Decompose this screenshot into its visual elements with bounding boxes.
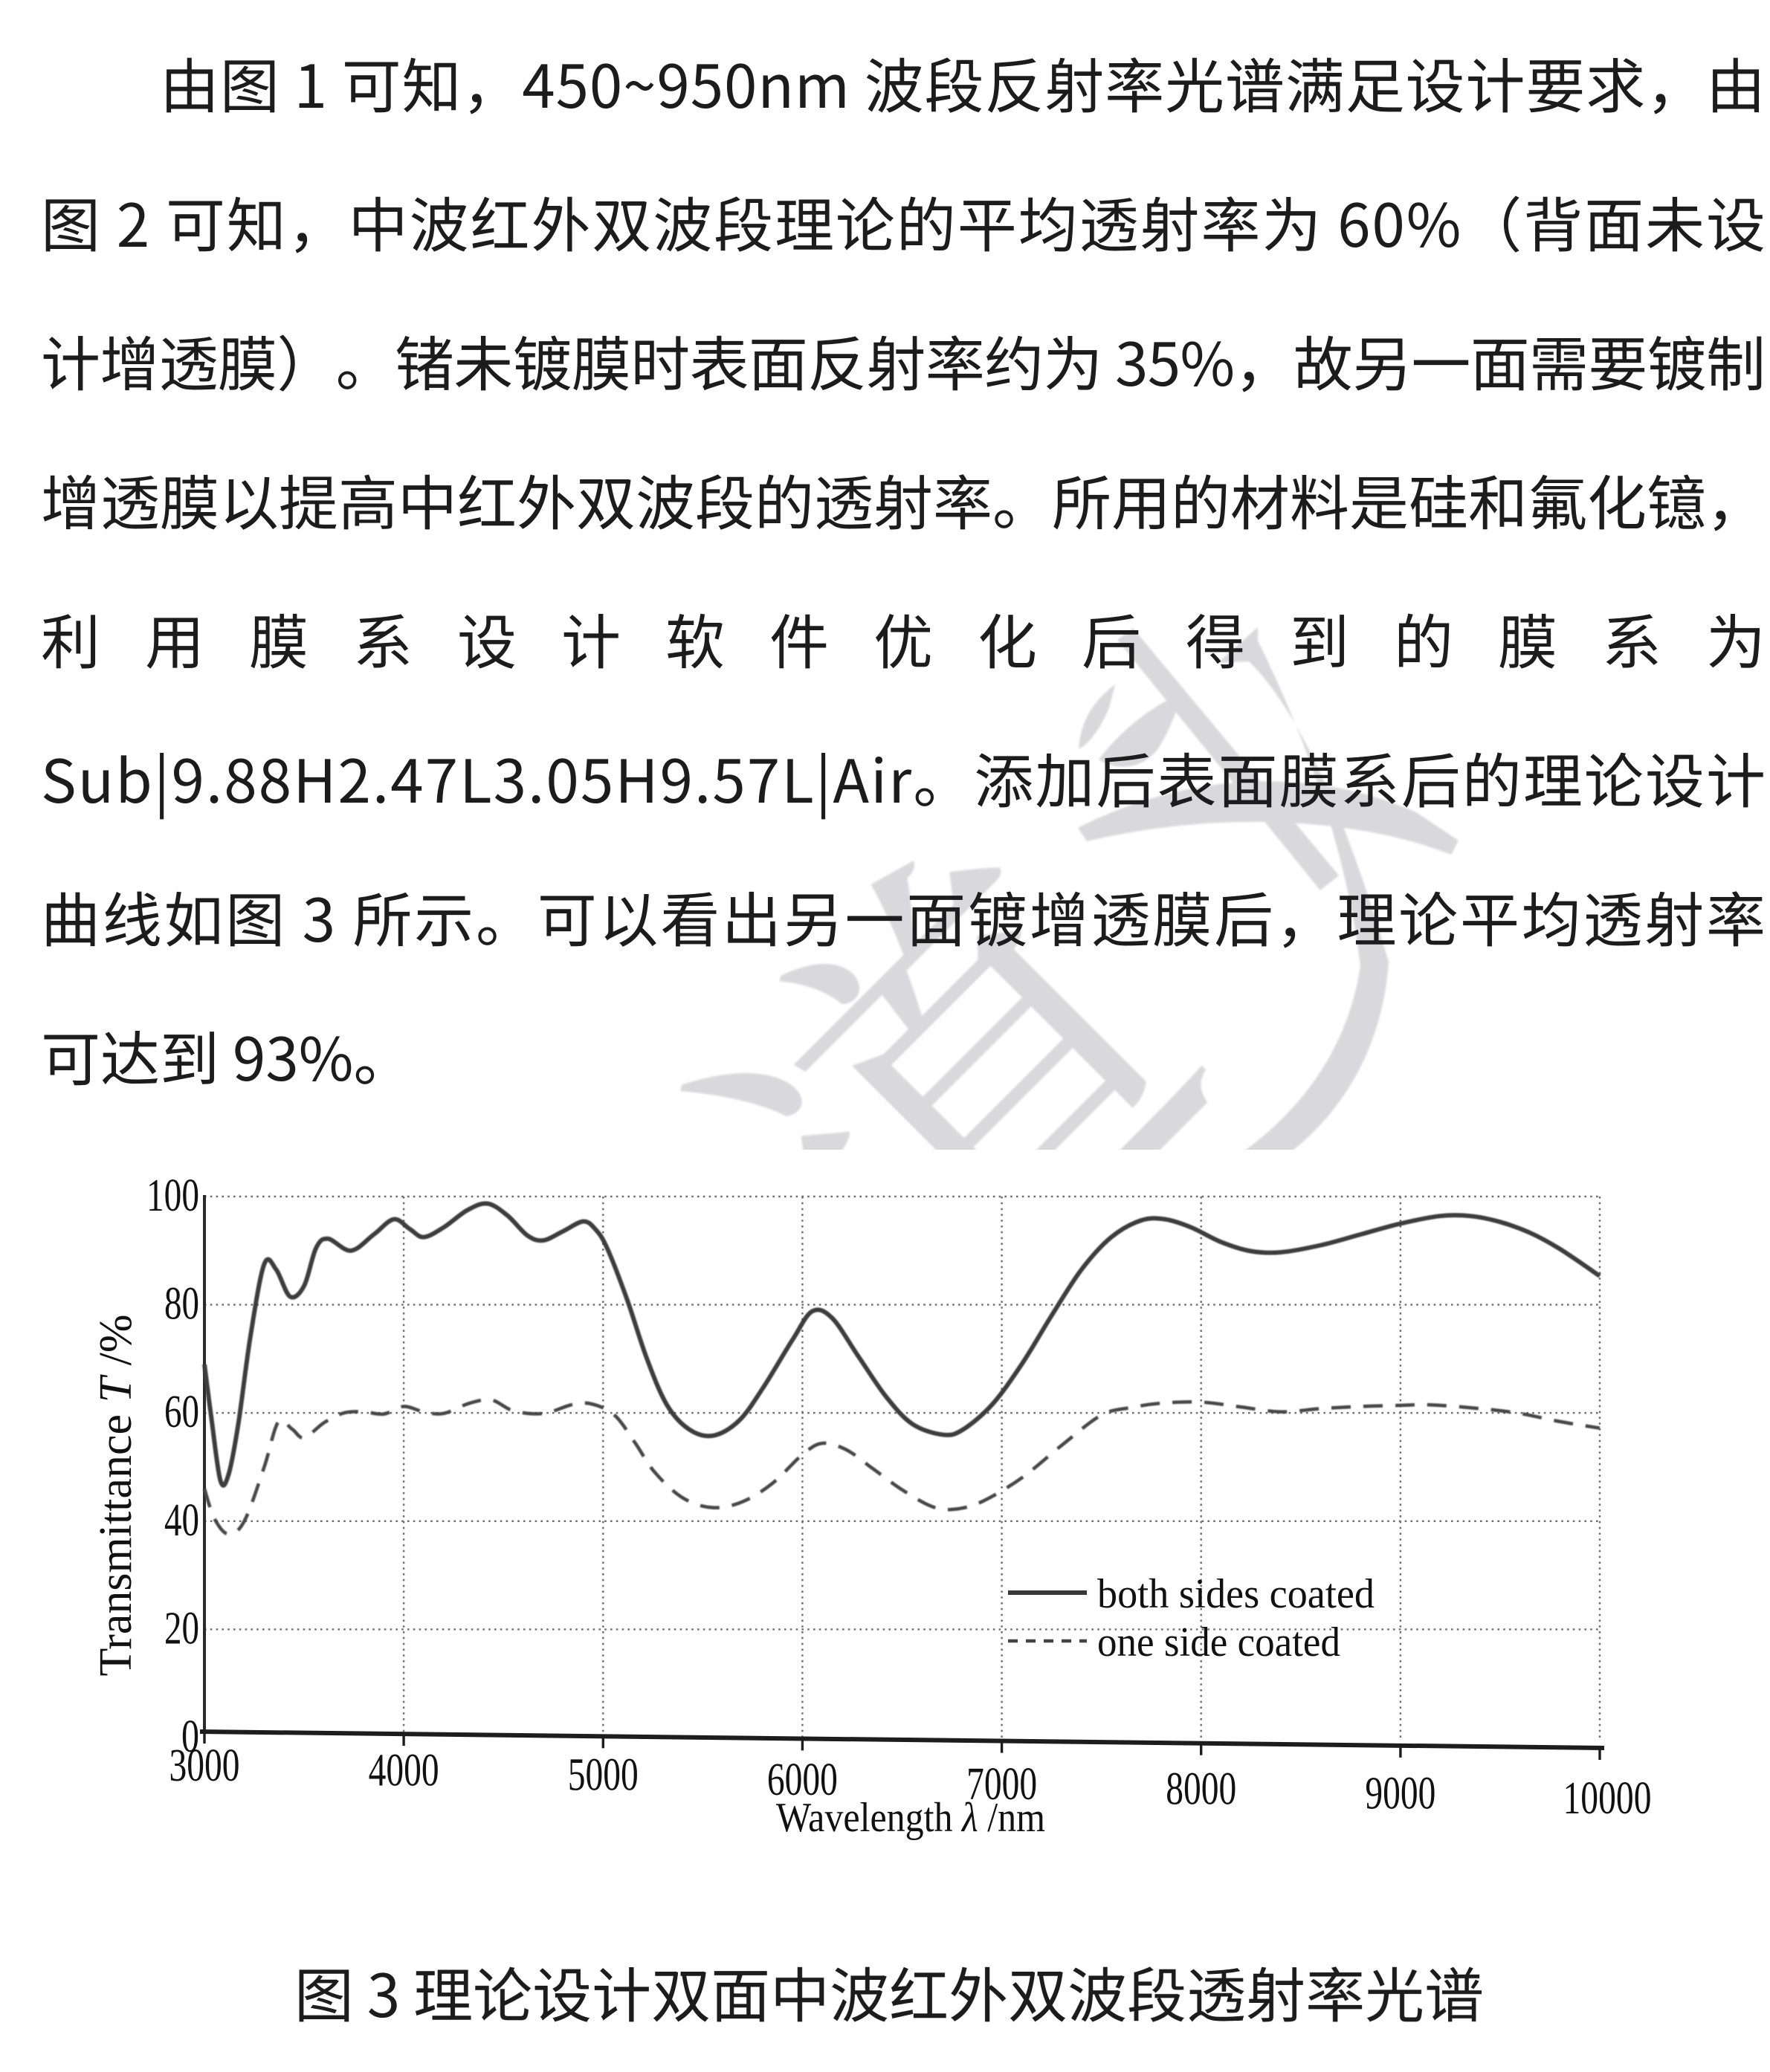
svg-text:Transmittance T /%: Transmittance T /%: [91, 1315, 141, 1677]
svg-text:0: 0: [181, 1712, 199, 1762]
svg-text:3000: 3000: [169, 1741, 240, 1791]
svg-text:80: 80: [164, 1279, 199, 1330]
svg-text:8000: 8000: [1166, 1764, 1236, 1814]
svg-text:5000: 5000: [568, 1750, 639, 1801]
svg-text:7000: 7000: [966, 1759, 1037, 1810]
svg-text:100: 100: [146, 1171, 199, 1221]
svg-text:40: 40: [164, 1495, 199, 1546]
svg-text:9000: 9000: [1365, 1769, 1435, 1819]
svg-text:one side coated: one side coated: [1097, 1619, 1340, 1665]
svg-text:10000: 10000: [1563, 1773, 1652, 1824]
svg-text:4000: 4000: [369, 1745, 439, 1796]
svg-text:60: 60: [164, 1387, 199, 1437]
svg-text:both sides coated: both sides coated: [1097, 1571, 1375, 1617]
svg-text:20: 20: [164, 1603, 199, 1654]
svg-text:Wavelength λ /nm: Wavelength λ /nm: [776, 1795, 1045, 1841]
svg-text:6000: 6000: [767, 1755, 838, 1805]
